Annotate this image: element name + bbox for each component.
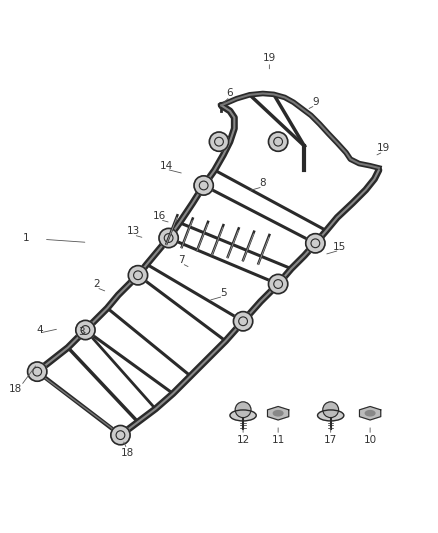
Text: 3: 3 — [78, 327, 85, 337]
Text: 19: 19 — [263, 53, 276, 63]
Ellipse shape — [230, 410, 256, 421]
Text: 9: 9 — [312, 97, 319, 107]
Text: 19: 19 — [377, 143, 390, 154]
Circle shape — [323, 402, 339, 418]
Text: 16: 16 — [153, 211, 166, 221]
Text: 2: 2 — [93, 279, 100, 289]
Text: 1: 1 — [23, 233, 30, 243]
Text: 12: 12 — [237, 434, 250, 445]
Circle shape — [28, 362, 47, 381]
Text: 15: 15 — [333, 242, 346, 252]
Text: 18: 18 — [120, 448, 134, 458]
Circle shape — [233, 312, 253, 331]
Circle shape — [306, 233, 325, 253]
Polygon shape — [268, 407, 289, 420]
Circle shape — [194, 176, 213, 195]
Circle shape — [268, 132, 288, 151]
Circle shape — [209, 132, 229, 151]
Ellipse shape — [273, 410, 283, 416]
Text: 18: 18 — [9, 384, 22, 394]
Circle shape — [159, 229, 178, 248]
Circle shape — [268, 274, 288, 294]
Circle shape — [128, 265, 148, 285]
Ellipse shape — [365, 410, 375, 416]
Circle shape — [76, 320, 95, 340]
Text: 17: 17 — [324, 434, 337, 445]
Text: 8: 8 — [259, 178, 266, 188]
Text: 4: 4 — [36, 325, 43, 335]
Text: 10: 10 — [364, 434, 377, 445]
Text: 14: 14 — [160, 161, 173, 171]
Text: 13: 13 — [127, 227, 140, 237]
Ellipse shape — [318, 410, 344, 421]
Polygon shape — [360, 407, 381, 420]
Text: 7: 7 — [178, 255, 185, 265]
Circle shape — [111, 425, 130, 445]
Text: 5: 5 — [220, 288, 227, 298]
Text: 11: 11 — [272, 434, 285, 445]
Text: 6: 6 — [226, 88, 233, 99]
Circle shape — [235, 402, 251, 418]
